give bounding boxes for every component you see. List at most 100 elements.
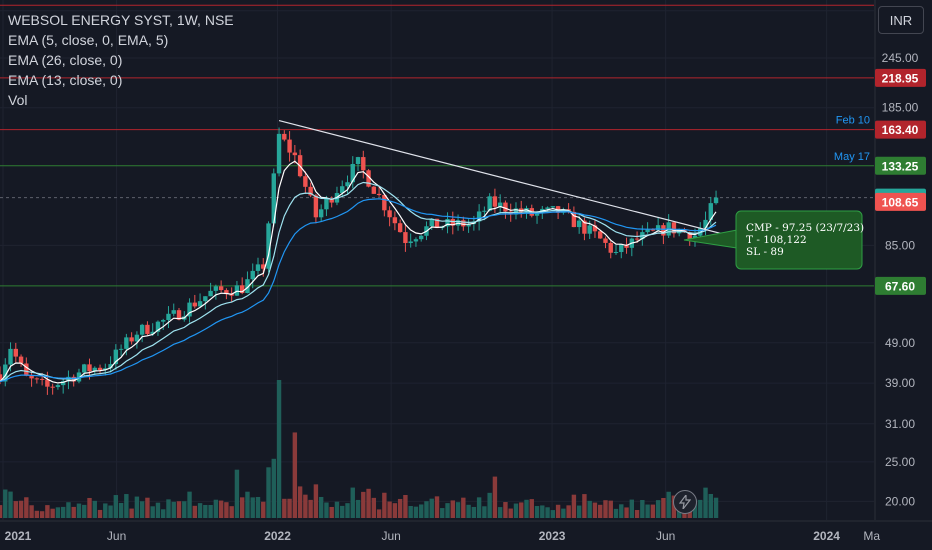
candle-body [113, 349, 119, 365]
volume-bar [350, 487, 355, 518]
candle-body [466, 224, 471, 227]
volume-bar [603, 500, 608, 518]
candle-body [39, 378, 45, 380]
price-label: 108.65 [882, 195, 919, 209]
candle-body [276, 133, 282, 174]
volume-bar [124, 494, 129, 518]
volume-bar [255, 496, 261, 518]
volume-bar [218, 500, 224, 518]
candle-body [76, 372, 82, 382]
volume-bar [55, 507, 61, 518]
candle-body [497, 202, 503, 207]
price-label: 163.40 [882, 123, 919, 137]
volume-bar [561, 508, 566, 518]
volume-bar [103, 503, 108, 518]
candle-body [224, 290, 229, 295]
volume-bar [361, 491, 366, 518]
candle-body [308, 186, 313, 196]
volume-bar [455, 502, 461, 518]
volume-bar [487, 492, 492, 518]
time-tick-label: Ma [863, 529, 880, 543]
candle-body [371, 186, 377, 194]
volume-bar [382, 492, 387, 518]
candle-body [550, 206, 556, 208]
volume-bar [292, 432, 298, 518]
volume-bar [245, 491, 250, 518]
candle-body [118, 348, 124, 350]
volume-legend[interactable]: Vol [8, 92, 28, 108]
volume-bar [566, 505, 571, 518]
volume-bar [234, 469, 240, 518]
volume-bar [366, 488, 371, 518]
volume-bar [645, 504, 650, 518]
candle-body [261, 264, 266, 269]
volume-bar [8, 491, 13, 518]
candle-body [482, 210, 487, 212]
volume-bar [713, 497, 719, 518]
volume-bar [224, 502, 229, 518]
price-label: 67.60 [885, 279, 915, 293]
candle-body [129, 337, 134, 342]
candle-body [340, 186, 345, 194]
volume-bar [213, 499, 219, 518]
volume-bar [313, 484, 319, 518]
candle-body [187, 302, 192, 317]
candle-body [329, 199, 334, 203]
candle-body [476, 211, 482, 222]
candle-body [582, 220, 587, 234]
price-label-box [875, 192, 926, 211]
currency-button[interactable]: INR [878, 6, 924, 34]
volume-bar [492, 476, 498, 518]
candle-body [8, 348, 13, 365]
volume-bar [445, 503, 450, 518]
volume-bar [387, 501, 392, 518]
volume-bar [182, 501, 187, 518]
volume-bar [13, 501, 18, 518]
ema5-legend[interactable]: EMA (5, close, 0, EMA, 5) [8, 32, 169, 48]
volume-bar [619, 504, 624, 518]
candle-body [361, 157, 366, 171]
candle-body [13, 348, 18, 357]
volume-bar [513, 503, 519, 518]
candle-body [661, 225, 666, 236]
volume-bar [271, 458, 276, 518]
candle-body [266, 223, 271, 269]
candle-body [350, 163, 355, 183]
candle-body [392, 217, 398, 224]
volume-bar [345, 503, 350, 518]
candle-body [445, 219, 450, 227]
ema26-legend[interactable]: EMA (26, close, 0) [8, 52, 123, 68]
volume-bar [587, 500, 592, 518]
candle-body [87, 364, 92, 372]
volume-bar [134, 496, 140, 518]
volume-bar [371, 497, 377, 518]
price-label-box [875, 68, 926, 87]
volume-bar [540, 505, 545, 518]
volume-bar [640, 500, 645, 518]
annotation-line: CMP - 97.25 (23/7/23) [746, 222, 864, 234]
candle-body [97, 367, 103, 371]
candle-body [545, 207, 550, 209]
volume-bar [708, 493, 713, 518]
annotation-line: T - 108,122 [746, 234, 807, 246]
chart-legend: WEBSOL ENERGY SYST, 1W, NSE EMA (5, clos… [8, 10, 234, 110]
volume-bar [466, 504, 471, 518]
price-tick-label: 49.00 [885, 336, 915, 350]
candle-body [318, 209, 324, 218]
price-label-box [875, 276, 926, 295]
ema13-legend[interactable]: EMA (13, close, 0) [8, 72, 123, 88]
volume-bar [661, 498, 666, 518]
lightning-icon[interactable] [673, 490, 697, 514]
symbol-title[interactable]: WEBSOL ENERGY SYST, 1W, NSE [8, 12, 234, 28]
candle-body [387, 210, 392, 218]
volume-bar [18, 500, 24, 518]
candle-body [103, 368, 108, 371]
candle-body [60, 381, 66, 386]
candle-body [250, 270, 255, 280]
candle-body [155, 321, 161, 332]
volume-bar [187, 491, 192, 518]
volume-series [0, 380, 719, 518]
volume-bar [471, 506, 477, 518]
candle-body [571, 211, 577, 228]
